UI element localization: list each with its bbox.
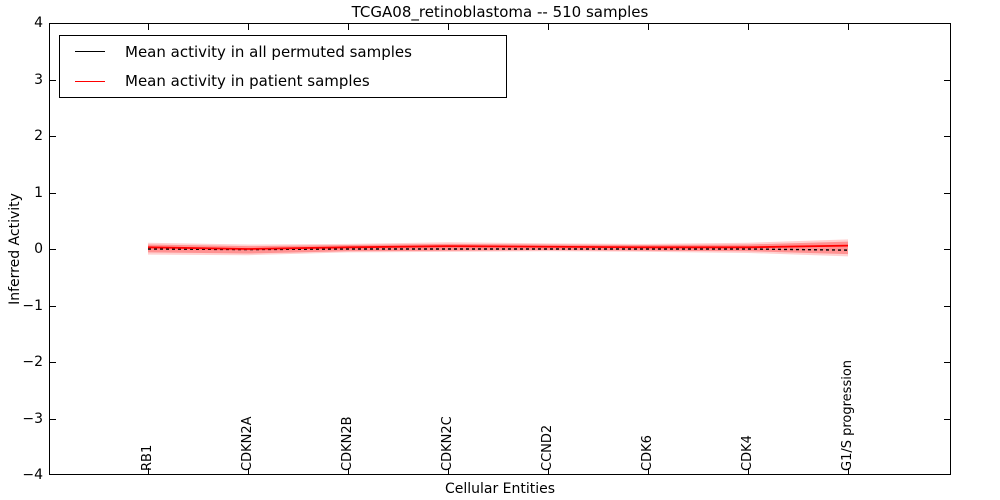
x-tick-label: RB1 [140,444,155,471]
y-tick-label: 2 [34,128,43,144]
x-tick-label: CDK4 [740,435,755,471]
y-tick-label: −4 [22,467,43,483]
x-tick-label: CCND2 [540,424,555,471]
plot-area [49,23,951,475]
patient-samples-spread-inner-band [148,241,848,255]
axes-spines [49,23,951,475]
y-tick-label: −1 [22,297,43,314]
patient-line-sample [75,80,105,82]
plot-svg [49,23,951,475]
x-tick-label: CDKN2B [340,416,355,471]
x-axis-label: Cellular Entities [444,481,556,497]
y-tick-label: 4 [34,15,43,31]
x-tick-label: G1/S progression [840,359,855,471]
patient-samples-spread-outer-band [148,239,848,257]
legend-item-permuted: Mean activity in all permuted samples [60,38,506,66]
legend-label-permuted: Mean activity in all permuted samples [125,42,412,61]
patient-mean-line [147,244,849,250]
x-tick-label: CDK6 [640,435,655,471]
chart-title: TCGA08_retinoblastoma -- 510 samples [351,3,649,21]
legend-label-patient: Mean activity in patient samples [125,72,370,91]
legend: Mean activity in all permuted samples Me… [59,35,507,98]
y-tick-label: −3 [22,410,43,427]
y-tick-label: 1 [34,184,43,201]
y-tick-label: −2 [22,354,43,370]
x-tick-label: CDKN2A [240,416,255,471]
y-tick-label: 3 [34,71,43,88]
x-tick-label: CDKN2C [440,416,455,471]
legend-item-patient: Mean activity in patient samples [60,67,506,95]
y-tick-label: 0 [34,241,43,257]
permuted-line-sample [75,51,105,53]
